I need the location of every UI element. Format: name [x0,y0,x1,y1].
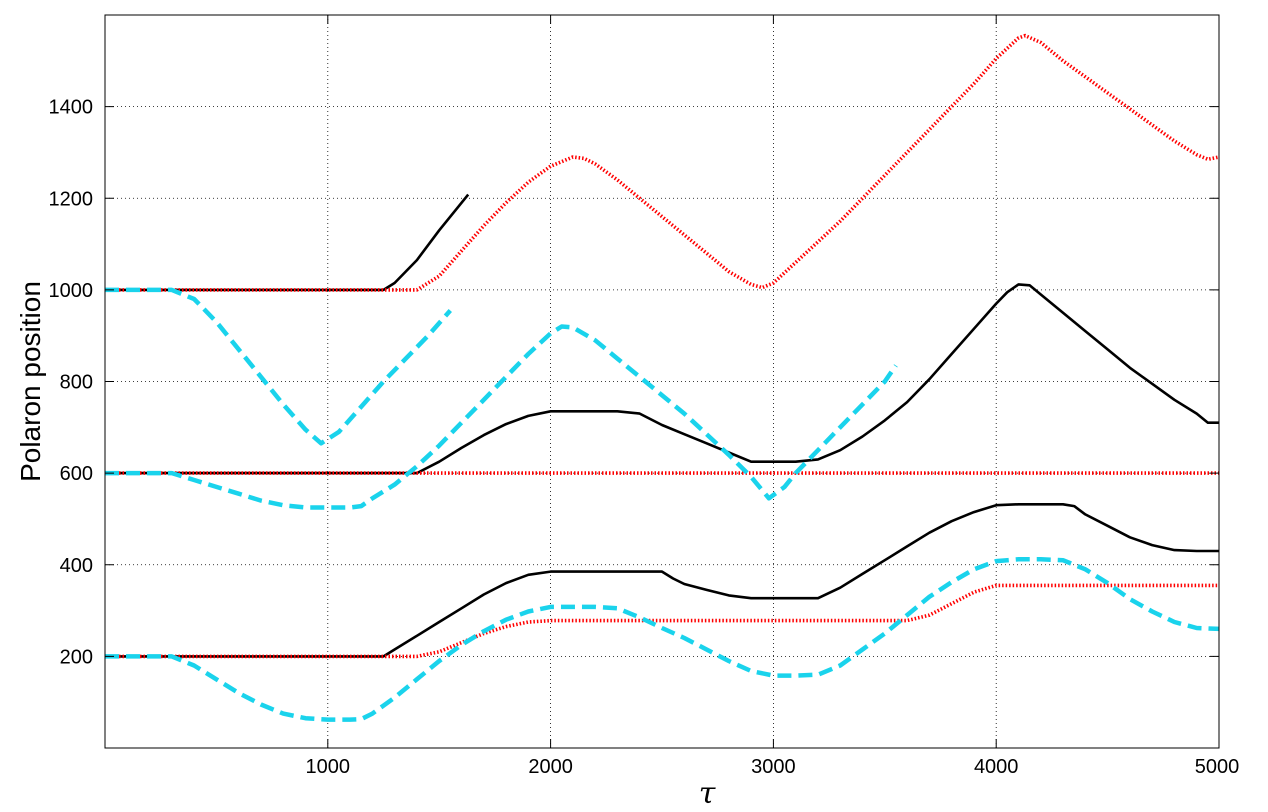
y-tick-label: 1200 [49,188,94,210]
x-tick-label: 5000 [1195,756,1240,778]
x-tick-label: 1000 [306,756,351,778]
x-tick-label: 3000 [751,756,796,778]
series-line-solid-7 [105,502,1219,658]
x-tick-label: 4000 [974,756,1019,778]
tick-marks [105,15,1220,748]
y-tick-label: 800 [60,372,93,394]
tick-labels: 1000 2000 3000 4000 5000 200 400 600 800 1000 1200… [49,97,1240,778]
y-tick-label: 600 [60,463,93,485]
series-line-solid-1 [105,193,470,292]
series-line-dotted-2 [105,33,1220,292]
x-tick-label: 2000 [528,756,573,778]
y-tick-label: 400 [60,555,93,577]
series-line-dashed-9 [105,557,1220,722]
y-tick-label: 1400 [49,97,94,119]
y-axis-label: Polaron position [15,281,46,482]
series-line-solid-4 [105,283,1219,475]
x-axis-label: τ [699,776,716,811]
y-tick-label: 200 [60,646,93,668]
series-line-dashed-6 [105,324,898,510]
grid-lines [105,15,1219,748]
plot-area [105,33,1220,722]
series-line-dashed-3 [105,287,452,446]
series-line-dotted-8 [105,583,1219,659]
y-tick-label: 1000 [49,280,94,302]
